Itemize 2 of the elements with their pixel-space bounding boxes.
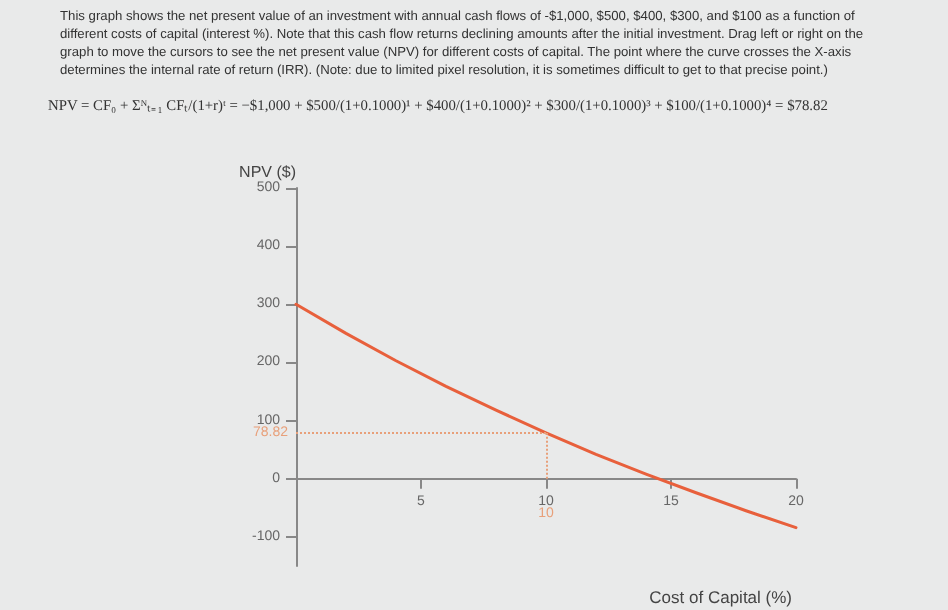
y-axis-title: NPV ($) [239,163,297,181]
x-axis-title: Cost of Capital (%) [649,587,793,607]
